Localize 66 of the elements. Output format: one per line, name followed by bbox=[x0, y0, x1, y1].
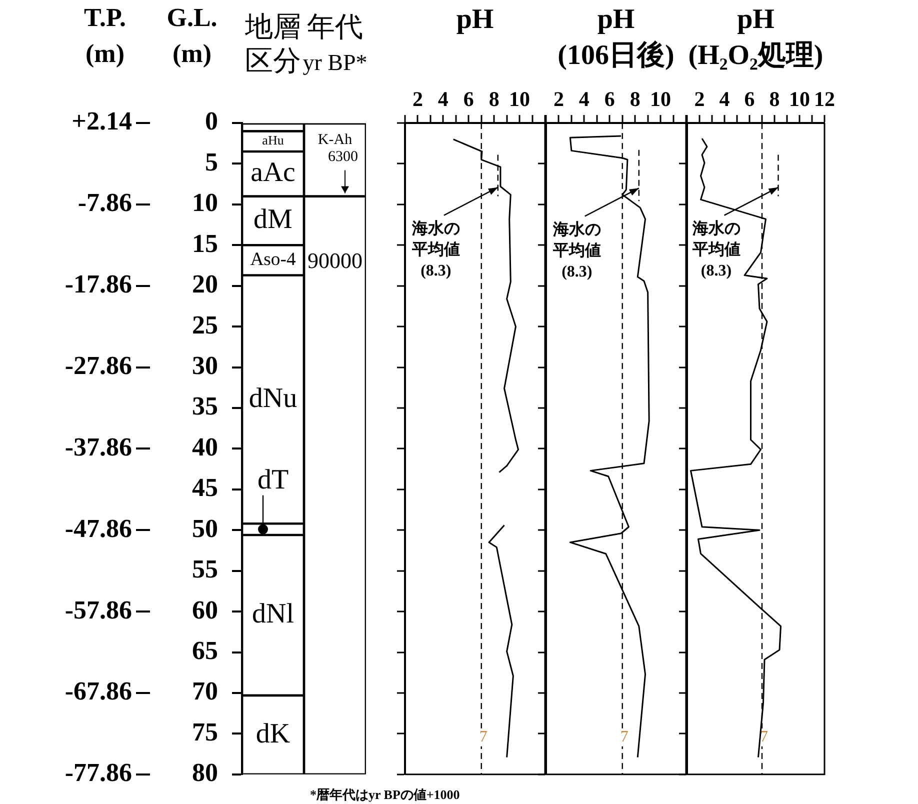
x-tick-label: 4 bbox=[578, 86, 590, 111]
x-tick-label: 10 bbox=[788, 86, 810, 111]
series-label: aHu bbox=[262, 132, 284, 148]
y2-tick-label: -57.86 bbox=[64, 595, 132, 624]
y-tick-label: 60 bbox=[192, 595, 218, 624]
x-tick-label: 6 bbox=[463, 86, 474, 111]
y-tick-label: 25 bbox=[192, 310, 218, 340]
chart-title: pH (H₂O₂処理) bbox=[688, 4, 823, 71]
x-tick-label: 地層区分 bbox=[244, 12, 301, 77]
x-tick-label: 12 bbox=[814, 86, 834, 111]
y2-axis-title: T.P. (m) bbox=[84, 3, 126, 68]
y-tick-label: 5 bbox=[205, 147, 218, 176]
y-tick-label: 55 bbox=[192, 554, 218, 584]
annotation: 海水の平均値(8.3) bbox=[690, 219, 740, 280]
x-tick-label: 6 bbox=[604, 86, 614, 111]
y-tick-label: 65 bbox=[192, 636, 218, 665]
y-tick-label: 80 bbox=[192, 758, 218, 788]
y-tick-label: 30 bbox=[192, 350, 218, 380]
x-tick-label: 4 bbox=[718, 86, 730, 111]
y-tick-label: 75 bbox=[192, 717, 218, 746]
annotation: 海水の平均値(8.3) bbox=[551, 220, 600, 280]
y-tick-label: 15 bbox=[192, 228, 218, 258]
x-tick-label: 2 bbox=[694, 86, 704, 111]
y-tick-label: 70 bbox=[192, 676, 218, 706]
x-tick-label: 2 bbox=[552, 86, 564, 111]
x-tick-label: 10 bbox=[508, 86, 530, 111]
y2-tick-label: -67.86 bbox=[64, 676, 132, 706]
series-label: dK bbox=[256, 718, 290, 750]
annotation: 海水の平均値(8.3) bbox=[410, 219, 460, 280]
annotation: 90000 bbox=[308, 248, 362, 273]
y2-tick-label: -7.86 bbox=[78, 188, 132, 218]
series-label: aAc bbox=[250, 157, 296, 188]
ref-line-label: 7 bbox=[620, 728, 628, 746]
ref-line-label: 7 bbox=[760, 728, 768, 746]
y2-tick-label: -37.86 bbox=[64, 432, 132, 462]
series-label: Aso-4 bbox=[250, 249, 296, 270]
annotation: K-Ah 6300 bbox=[318, 132, 358, 166]
y2-tick-label: -27.86 bbox=[64, 350, 132, 380]
x-tick-label: 年代 yr BP* bbox=[302, 12, 368, 75]
y-tick-label: 50 bbox=[192, 514, 218, 543]
y2-tick-label: -47.86 bbox=[64, 514, 132, 543]
y-tick-label: 0 bbox=[205, 106, 218, 136]
text: *暦年代はyr BPの値+1000 bbox=[310, 787, 460, 802]
y-tick-label: 40 bbox=[192, 432, 218, 462]
x-tick-label: 6 bbox=[744, 86, 754, 111]
ref-line-label: 7 bbox=[479, 728, 488, 746]
x-tick-label: 2 bbox=[412, 86, 423, 111]
x-tick-label: 8 bbox=[629, 86, 640, 111]
chart-title: pH bbox=[456, 4, 494, 35]
y-tick-label: 45 bbox=[192, 473, 218, 502]
y2-tick-label: -77.86 bbox=[64, 758, 132, 788]
x-tick-label: 8 bbox=[768, 86, 780, 111]
series-label: dNl bbox=[252, 598, 294, 630]
y2-tick-label: +2.14 bbox=[72, 106, 132, 136]
y-tick-label: 20 bbox=[192, 270, 218, 299]
x-tick-label: 10 bbox=[650, 86, 671, 111]
y-tick-label: 10 bbox=[192, 188, 218, 218]
x-tick-label: 8 bbox=[488, 86, 500, 111]
x-tick-label: 4 bbox=[438, 86, 449, 111]
series-label: dM bbox=[254, 204, 293, 236]
chart-title: pH (106日後) bbox=[557, 4, 674, 71]
series-label: dNu bbox=[248, 382, 298, 414]
y2-tick-label: -17.86 bbox=[64, 270, 132, 299]
y-axis-title: G.L. (m) bbox=[166, 3, 218, 68]
y-tick-label: 35 bbox=[192, 392, 218, 421]
series-label: dT bbox=[257, 464, 289, 496]
